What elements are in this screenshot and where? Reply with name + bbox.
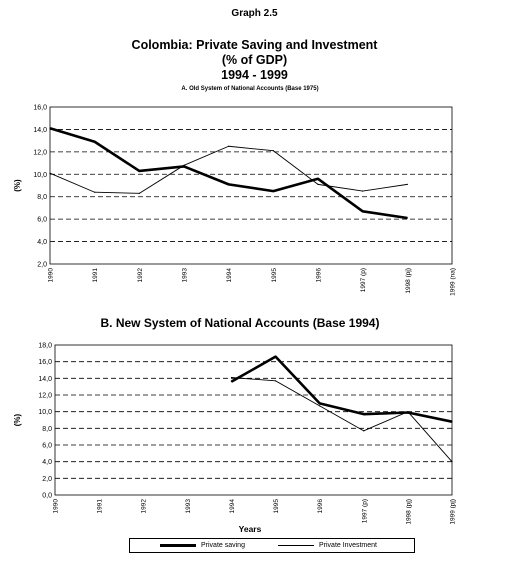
chart-a-xtick-label: 1995 [271, 268, 278, 283]
legend-item-saving: Private saving [160, 542, 245, 549]
chart-b-point-private-saving [319, 402, 321, 404]
chart-a-point-private-investment [94, 191, 96, 193]
legend-label-saving: Private saving [201, 542, 245, 549]
legend-swatch-saving [160, 544, 196, 547]
chart-a-point-private-saving [272, 190, 274, 192]
chart-b-xtick-label: 1993 [185, 499, 192, 514]
chart-a-point-private-investment [406, 183, 408, 185]
title-line-3: 1994 - 1999 [221, 68, 288, 82]
chart-b-ytick-label: 10,0 [38, 409, 52, 416]
chart-a-point-private-saving [362, 210, 364, 212]
chart-a-point-private-investment [272, 150, 274, 152]
chart-a-ytick-label: 10,0 [33, 172, 47, 179]
chart-b-point-private-investment [451, 461, 453, 463]
chart-a-series-private-investment [49, 145, 408, 194]
chart-b-point-private-investment [274, 380, 277, 382]
chart-a-ytick-label: 6,0 [37, 217, 47, 224]
chart-a-title: A. Old System of National Accounts (Base… [181, 86, 319, 92]
chart-a-point-private-investment [138, 192, 140, 194]
legend-label-investment: Private Investment [319, 542, 377, 549]
chart-b-title: B. New System of National Accounts (Base… [100, 316, 380, 330]
chart-a-point-private-saving [317, 178, 319, 180]
chart-b-ytick-label: 18,0 [38, 343, 52, 350]
legend-item-investment: Private Investment [278, 542, 377, 549]
chart-a-point-private-saving [94, 141, 96, 143]
chart-a-ytick-label: 12,0 [33, 149, 47, 156]
chart-a-xtick-label: 1991 [92, 268, 99, 283]
chart-b-point-private-saving [230, 381, 233, 383]
chart-b-y-axis-label: (%) [13, 413, 22, 426]
chart-a-ytick-label: 2,0 [37, 262, 47, 269]
chart-b-xtick-label: 1994 [229, 499, 236, 514]
chart-a-xtick-label: 1999 (na) [450, 268, 457, 296]
chart-legend: Private saving Private Investment [129, 538, 415, 553]
chart-a-point-private-saving [406, 217, 408, 219]
chart-b-series-private-investment [231, 377, 453, 462]
chart-a-xtick-label: 1990 [48, 268, 55, 283]
chart-b-xtick-label: 1991 [97, 499, 104, 514]
chart-b-ytick-label: 0,0 [42, 493, 52, 500]
legend-swatch-investment [278, 545, 314, 546]
chart-b-ytick-label: 14,0 [38, 376, 52, 383]
chart-b-xtick-label: 1998 (pj) [405, 499, 412, 525]
title-line-2: (% of GDP) [221, 53, 288, 67]
chart-a-point-private-saving [49, 127, 51, 129]
chart-b-point-private-saving [363, 413, 365, 415]
chart-a-ytick-label: 8,0 [37, 194, 47, 201]
chart-b-xtick-label: 1996 [317, 499, 324, 514]
chart-a-xtick-label: 1997 (p) [360, 268, 367, 292]
chart-b-ytick-label: 6,0 [42, 443, 52, 450]
chart-a-ytick-label: 4,0 [37, 239, 47, 246]
title-line-1: Colombia: Private Saving and Investment [131, 38, 378, 52]
chart-a-xtick-label: 1998 (pj) [405, 268, 412, 294]
chart-b-point-private-investment [230, 376, 233, 379]
chart-a-xtick-label: 1994 [226, 268, 233, 283]
chart-b-ytick-label: 12,0 [38, 393, 52, 400]
chart-a-xtick-label: 1996 [316, 268, 323, 283]
chart-b-xtick-label: 1999 (pj) [450, 499, 457, 525]
chart-b-ytick-label: 8,0 [42, 426, 52, 433]
chart-b-ytick-label: 16,0 [38, 359, 52, 366]
chart-a-y-axis-label: (%) [13, 179, 22, 192]
chart-a-ytick-label: 14,0 [33, 127, 47, 134]
chart-a-xtick-label: 1992 [137, 268, 144, 283]
chart-b-ytick-label: 2,0 [42, 476, 52, 483]
chart-a-ytick-label: 16,0 [33, 105, 47, 112]
chart-b-point-private-investment [363, 430, 365, 432]
chart-b-point-private-saving [274, 356, 277, 358]
chart-b-xtick-label: 1992 [141, 499, 148, 514]
chart-a-point-private-investment [317, 183, 319, 185]
chart-a-point-private-investment [228, 145, 230, 147]
chart-a-point-private-investment [49, 172, 51, 174]
chart-b-frame [54, 344, 453, 496]
chart-a-point-private-investment [183, 164, 185, 166]
chart-b-xtick-label: 1997 (p) [361, 499, 368, 523]
chart-a-series-private-saving [49, 127, 408, 220]
chart-b-x-axis-label: Years [238, 524, 262, 534]
chart-a-point-private-saving [228, 183, 230, 185]
chart-a-frame [49, 106, 453, 265]
chart-b-xtick-label: 1990 [53, 499, 60, 514]
chart-b-point-private-investment [319, 405, 321, 407]
page-title: Colombia: Private Saving and Investment … [0, 38, 509, 83]
graph-label: Graph 2.5 [231, 8, 278, 19]
chart-b-point-private-investment [407, 411, 409, 413]
chart-a-xtick-label: 1993 [182, 268, 189, 283]
chart-b-point-private-saving [451, 421, 453, 423]
chart-b-series-private-saving [230, 355, 453, 423]
chart-b-ytick-label: 4,0 [42, 459, 52, 466]
chart-a-point-private-investment [362, 190, 364, 192]
chart-a-point-private-saving [138, 170, 140, 172]
chart-a-point-private-saving [183, 165, 185, 168]
chart-b-xtick-label: 1995 [273, 499, 280, 514]
